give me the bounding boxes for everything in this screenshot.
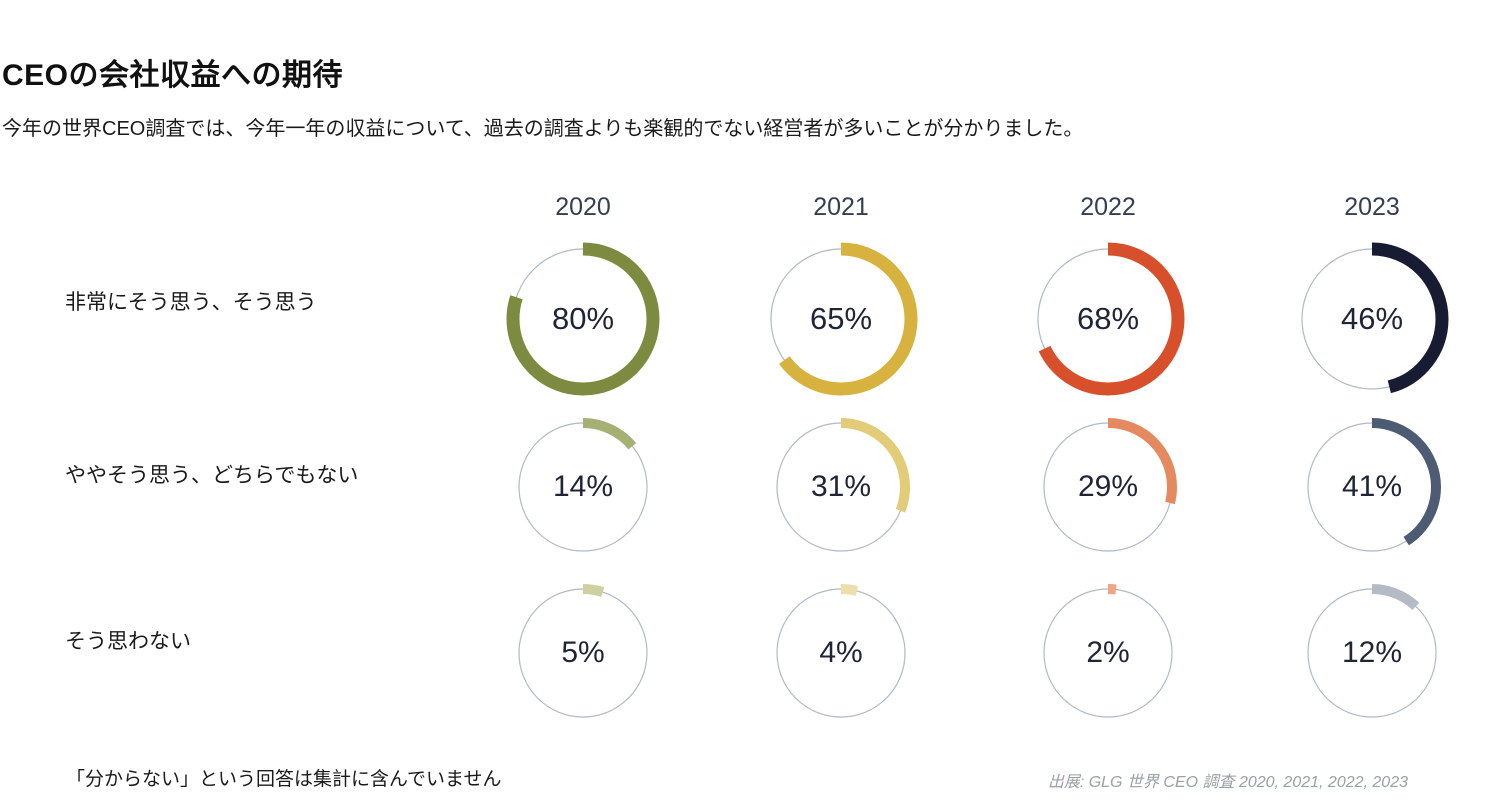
donut-ring-icon: [514, 584, 652, 722]
donut-value: 5%: [561, 636, 605, 669]
donut-value: 41%: [1341, 470, 1403, 503]
column-header-2020: 2020: [555, 193, 611, 221]
donut-value: 80%: [551, 301, 615, 336]
donut-2021-strongly-agree: 65%: [764, 242, 918, 396]
donut-ring-icon: [772, 418, 910, 556]
donut-2020-strongly-agree: 80%: [506, 242, 660, 396]
donut-2020-disagree: 5%: [513, 583, 653, 723]
donut-2021-somewhat-agree: 31%: [771, 417, 911, 557]
donut-2023-strongly-agree: 46%: [1295, 242, 1449, 396]
donut-value: 4%: [819, 636, 863, 669]
row-label-somewhat-agree: ややそう思う、どちらでもない: [65, 464, 359, 487]
column-header-2021: 2021: [813, 193, 869, 221]
donut-ring-icon: [514, 418, 652, 556]
donut-ring-icon: [764, 242, 918, 396]
donut-2023-disagree: 12%: [1302, 583, 1442, 723]
donut-2020-somewhat-agree: 14%: [513, 417, 653, 557]
donut-value: 31%: [810, 470, 872, 503]
donut-ring-icon: [772, 584, 910, 722]
donut-ring-icon: [1303, 584, 1441, 722]
page-subtitle: 今年の世界CEO調査では、今年一年の収益について、過去の調査よりも楽観的でない経…: [2, 118, 1084, 140]
donut-ring-icon: [1295, 242, 1449, 396]
donut-value: 46%: [1340, 301, 1404, 336]
donut-ring-icon: [506, 242, 660, 396]
donut-2022-strongly-agree: 68%: [1031, 242, 1185, 396]
footnote: 「分からない」という回答は集計に含んでいません: [66, 769, 502, 790]
row-label-strongly-agree: 非常にそう思う、そう思う: [65, 291, 317, 314]
donut-ring-icon: [1303, 418, 1441, 556]
donut-value: 68%: [1076, 301, 1140, 336]
donut-2021-disagree: 4%: [771, 583, 911, 723]
donut-ring-icon: [1031, 242, 1185, 396]
donut-value: 2%: [1086, 636, 1130, 669]
donut-ring-icon: [1039, 584, 1177, 722]
donut-value: 65%: [809, 301, 873, 336]
column-header-2023: 2023: [1344, 193, 1400, 221]
donut-value: 29%: [1077, 470, 1139, 503]
row-label-disagree: そう思わない: [65, 630, 191, 653]
donut-value: 12%: [1341, 636, 1403, 669]
donut-ring-icon: [1039, 418, 1177, 556]
donut-2022-somewhat-agree: 29%: [1038, 417, 1178, 557]
page-title: CEOの会社収益への期待: [2, 59, 344, 93]
source-attribution: 出展: GLG 世界 CEO 調査 2020, 2021, 2022, 2023: [1047, 774, 1408, 791]
donut-2022-disagree: 2%: [1038, 583, 1178, 723]
donut-value: 14%: [552, 470, 614, 503]
column-header-2022: 2022: [1080, 193, 1136, 221]
donut-2023-somewhat-agree: 41%: [1302, 417, 1442, 557]
